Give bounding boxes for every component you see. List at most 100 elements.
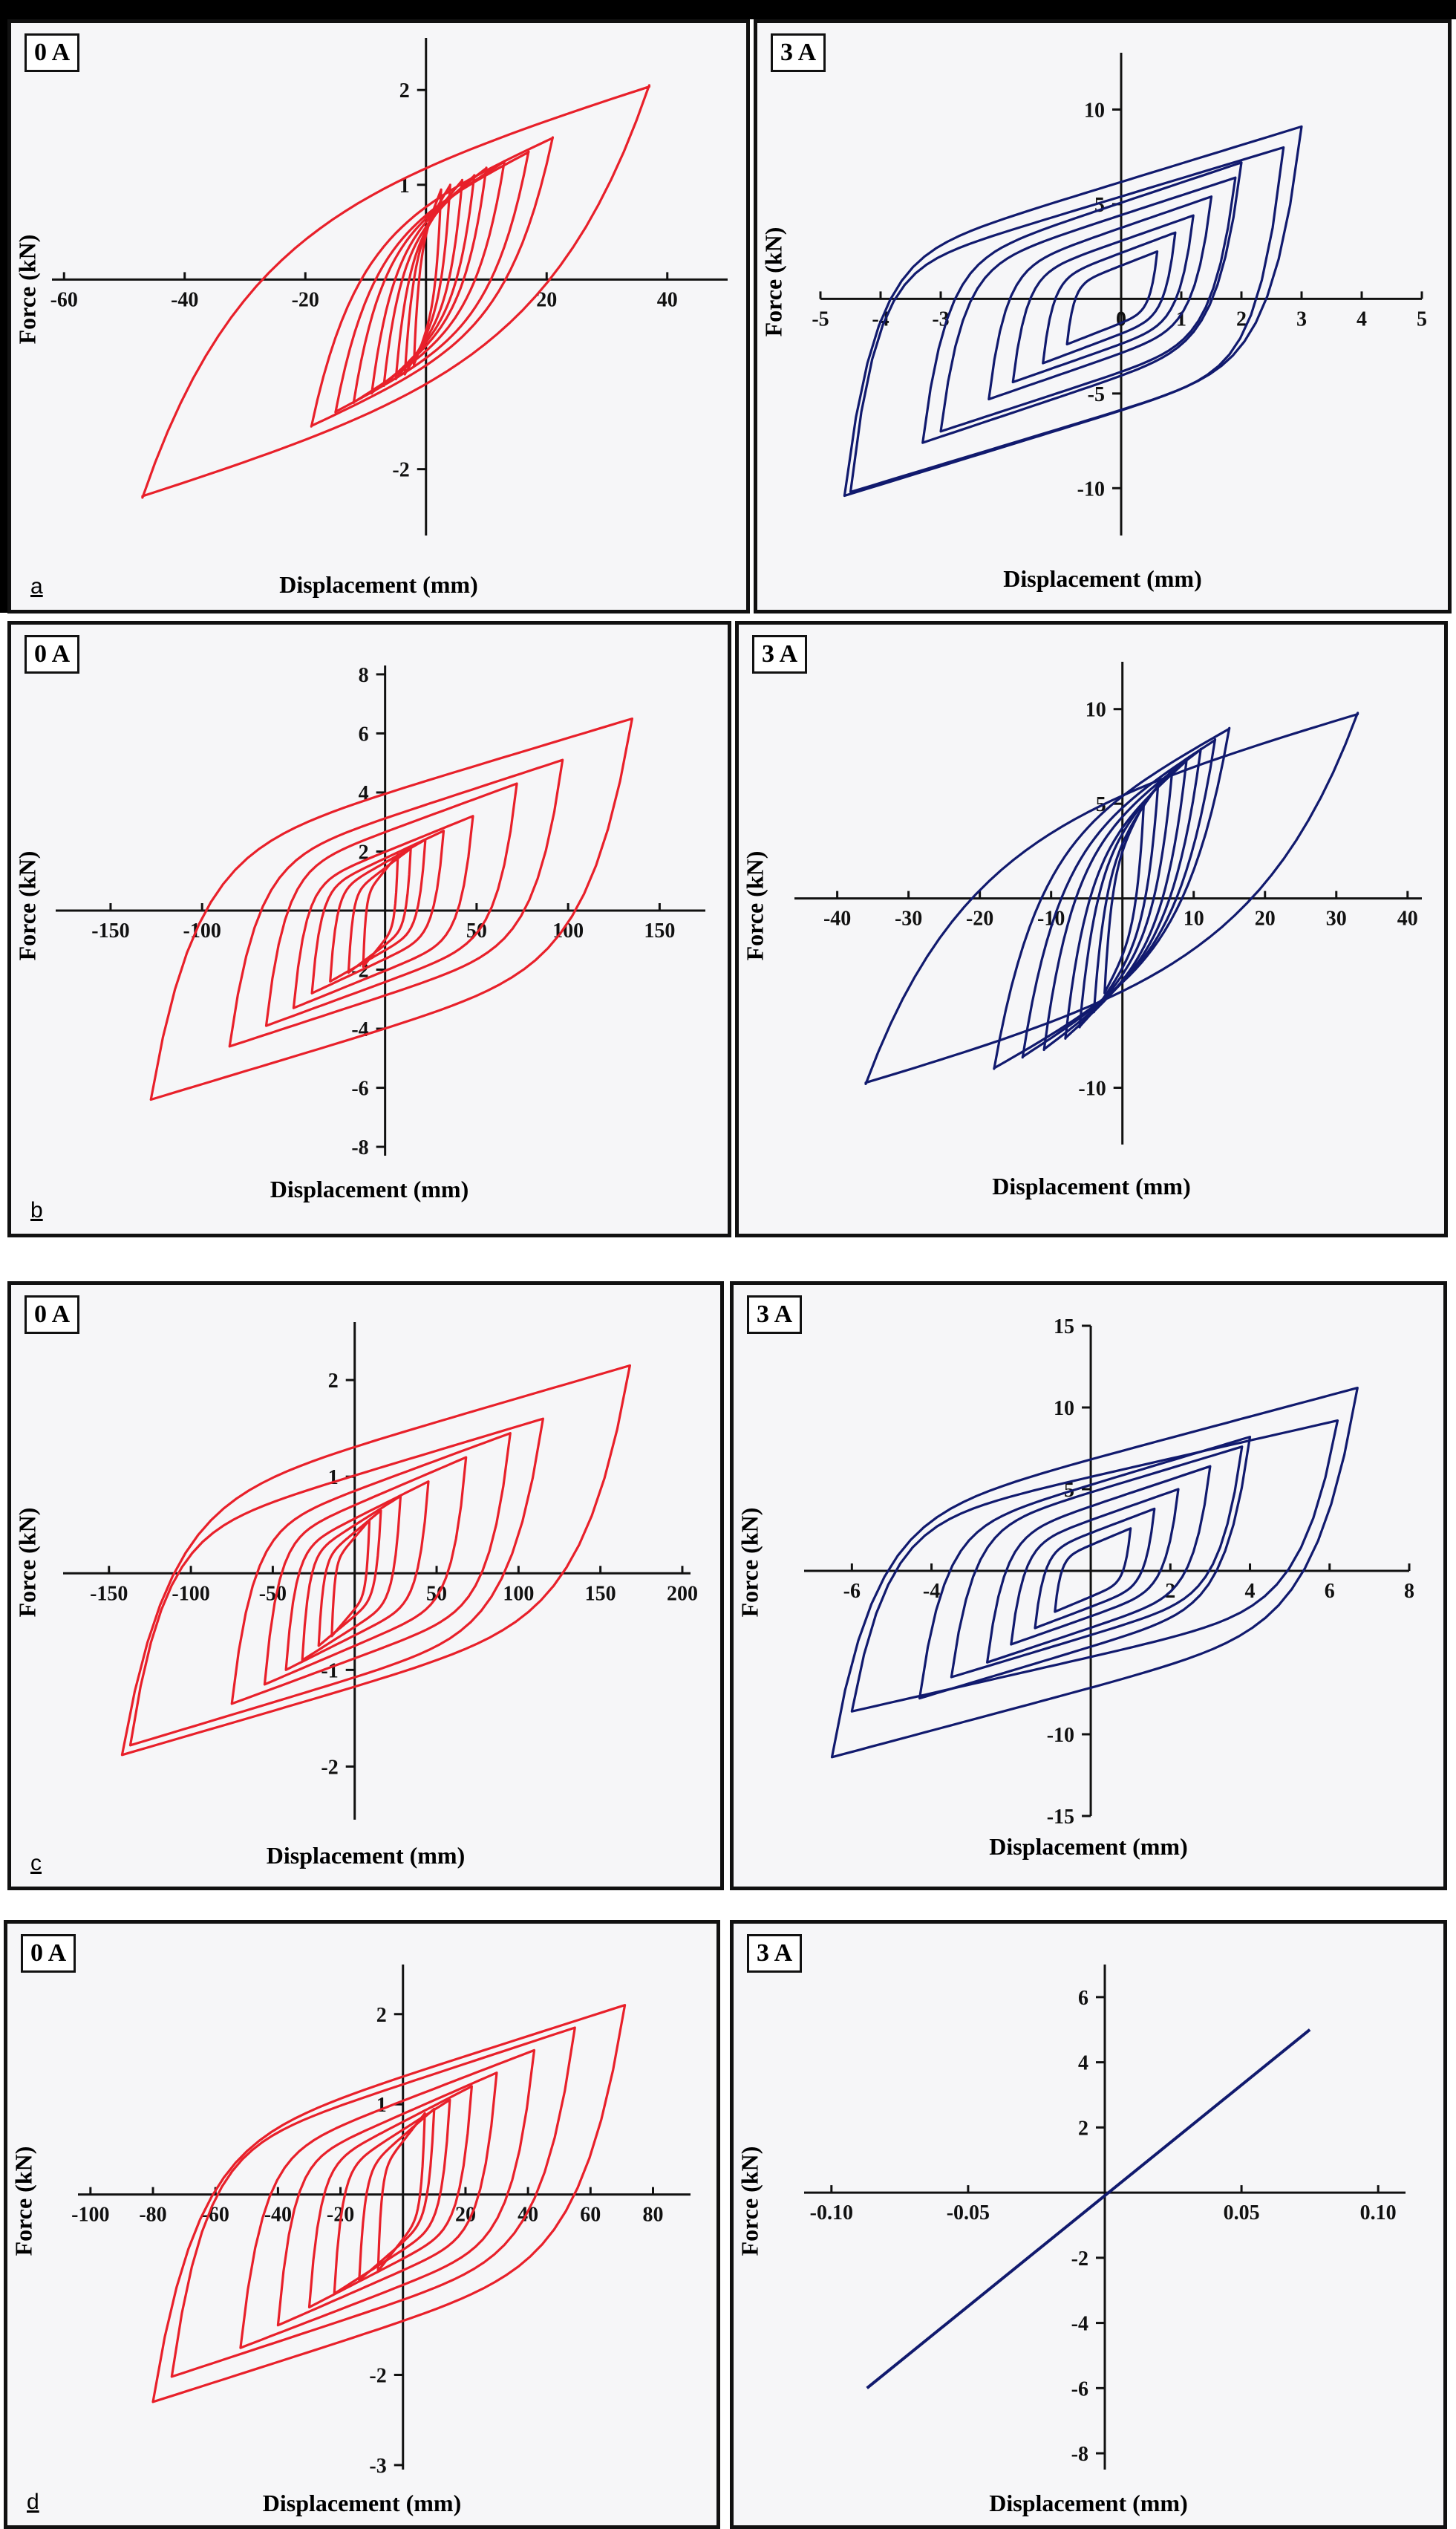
y-tick-label: -10 [1047, 1724, 1074, 1747]
y-axis-label: Force (kN) [13, 850, 41, 961]
hysteresis-loop [921, 161, 1243, 444]
hysteresis-loop [141, 84, 650, 499]
subfigure-label-d: d [27, 2490, 39, 2514]
hysteresis-loop [830, 1387, 1359, 1759]
y-tick-label: 6 [1078, 1987, 1088, 2010]
x-tick-label: -4 [923, 1580, 940, 1603]
hysteresis-loop [276, 2071, 498, 2327]
hysteresis-chart-d-0A: -100 -80 -60 -40 -20 20 40 60 80-3-212 [71, 1965, 691, 2478]
x-tick-label: 40 [657, 288, 678, 311]
x-tick-label: 6 [1325, 1580, 1335, 1603]
hysteresis-loop [358, 2107, 436, 2282]
y-tick-label: 10 [1086, 699, 1106, 722]
current-badge: 0 A [25, 1295, 80, 1334]
x-tick-label: 5 [1417, 307, 1427, 331]
y-tick-label: 2 [376, 2004, 387, 2027]
x-tick-label: -50 [259, 1582, 287, 1605]
current-badge: 3 A [747, 1934, 803, 1973]
y-tick-label: 15 [1054, 1315, 1074, 1338]
hysteresis-loop [864, 712, 1359, 1085]
hysteresis-loop [128, 1417, 544, 1747]
y-tick-label: -10 [1077, 478, 1105, 501]
y-tick-label: -2 [369, 2365, 386, 2388]
x-tick-label: -30 [895, 908, 922, 931]
y-axis-label: Force (kN) [736, 1507, 763, 1618]
y-tick-label: -6 [1071, 2377, 1088, 2401]
hysteresis-loop [307, 2085, 473, 2308]
subfigure-label-c: c [30, 1851, 42, 1875]
y-tick-label: -2 [392, 459, 409, 482]
y-tick-label: -6 [351, 1078, 368, 1101]
x-tick-label: -0.10 [810, 2201, 853, 2224]
hysteresis-loop [1064, 758, 1188, 1040]
hysteresis-loop [151, 2004, 627, 2403]
x-tick-label: -0.05 [947, 2201, 990, 2224]
y-axis-label: Force (kN) [13, 1507, 41, 1618]
hysteresis-loop [1054, 1527, 1132, 1613]
hysteresis-loop [918, 1436, 1252, 1700]
x-tick-label: 8 [1404, 1580, 1414, 1603]
x-tick-label: 20 [455, 2204, 476, 2227]
x-tick-label: -100 [71, 2204, 109, 2227]
hysteresis-loop [120, 1364, 631, 1757]
y-tick-label: 1 [328, 1466, 339, 1489]
hysteresis-loop [376, 2112, 426, 2273]
x-axis-label: Displacement (mm) [270, 1176, 469, 1202]
line-chart-d-3A: -0.10 -0.05 0.05 0.10 -8 -6 -4 -2 2 4 6 [804, 1965, 1406, 2470]
panel-row-b-0A: -150 -100 50 100 150 -8 -6 -4 -2 2 4 6 8 0 A Displac… [7, 621, 731, 1237]
x-tick-label: 80 [642, 2204, 663, 2227]
x-tick-label: 0.05 [1224, 2201, 1260, 2224]
hysteresis-loop [292, 815, 474, 1009]
x-axis-label: Displacement (mm) [989, 1833, 1188, 1860]
x-tick-label: -40 [171, 288, 198, 311]
y-tick-label: -5 [1088, 383, 1105, 406]
x-axis-label: Displacement (mm) [279, 571, 478, 598]
x-tick-label: 20 [1255, 908, 1276, 931]
hysteresis-loop [1010, 1488, 1180, 1646]
current-badge: 0 A [21, 1934, 76, 1973]
hysteresis-loop [939, 176, 1237, 433]
hysteresis-loop [264, 782, 518, 1027]
x-tick-label: -20 [292, 288, 319, 311]
current-badge: 3 A [747, 1295, 803, 1334]
hysteresis-loop [1092, 784, 1160, 1014]
current-badge: 3 A [771, 33, 826, 72]
subfigure-label-a: a [30, 574, 43, 599]
hysteresis-loop [993, 726, 1231, 1070]
y-axis-label: Force (kN) [13, 234, 41, 345]
y-tick-label: -3 [369, 2455, 386, 2478]
hysteresis-loop [228, 758, 564, 1048]
panel-row-d-0A: -100 -80 -60 -40 -20 20 40 60 80 -3 -2 1 2 0 A Displ… [4, 1920, 720, 2529]
panel-row-a-0A: -60 -40 -20 20 40 -2 1 2 0 A Displacement (mm) … [7, 19, 750, 613]
subfigure-label-b: b [30, 1198, 43, 1223]
x-tick-label: -80 [139, 2204, 166, 2227]
hysteresis-loop [1078, 768, 1174, 1029]
y-tick-label: -8 [1071, 2443, 1088, 2466]
hysteresis-chart-a-0A: -60 -40 -20 20 40-212 [50, 38, 728, 536]
x-tick-label: 4 [1357, 307, 1367, 331]
x-tick-label: 0.10 [1360, 2201, 1397, 2224]
x-tick-label: 30 [1326, 908, 1347, 931]
hysteresis-loop [1034, 1507, 1156, 1630]
x-tick-label: 10 [1184, 908, 1204, 931]
hysteresis-loop [347, 847, 412, 974]
y-axis-label: Force (kN) [760, 227, 787, 337]
x-tick-label: 0 [1116, 307, 1126, 331]
hysteresis-loop [1065, 250, 1159, 346]
y-tick-label: -4 [1071, 2313, 1088, 2336]
panel-row-a-3A: -5 -4 -3 0 1 2 3 4 5 -10 -5 5 10 3 A Displacement (m… [754, 19, 1452, 613]
hysteresis-loop [843, 125, 1303, 498]
hysteresis-loop [950, 1445, 1244, 1679]
hysteresis-loop [310, 136, 554, 428]
x-tick-label: -150 [91, 920, 129, 943]
hysteresis-loop [850, 1419, 1339, 1713]
x-axis-label: Displacement (mm) [262, 2490, 462, 2516]
y-tick-label: 2 [328, 1370, 339, 1393]
hysteresis-loop [1021, 738, 1217, 1059]
panel-row-c-0A: -150 -100 -50 50 100 150 200 -2 -1 1 2 0 A Displac… [7, 1281, 724, 1890]
y-tick-label: -8 [351, 1136, 368, 1159]
hysteresis-loop [263, 1456, 468, 1686]
x-axis-label: Displacement (mm) [266, 1842, 466, 1869]
hysteresis-loop [412, 188, 443, 366]
